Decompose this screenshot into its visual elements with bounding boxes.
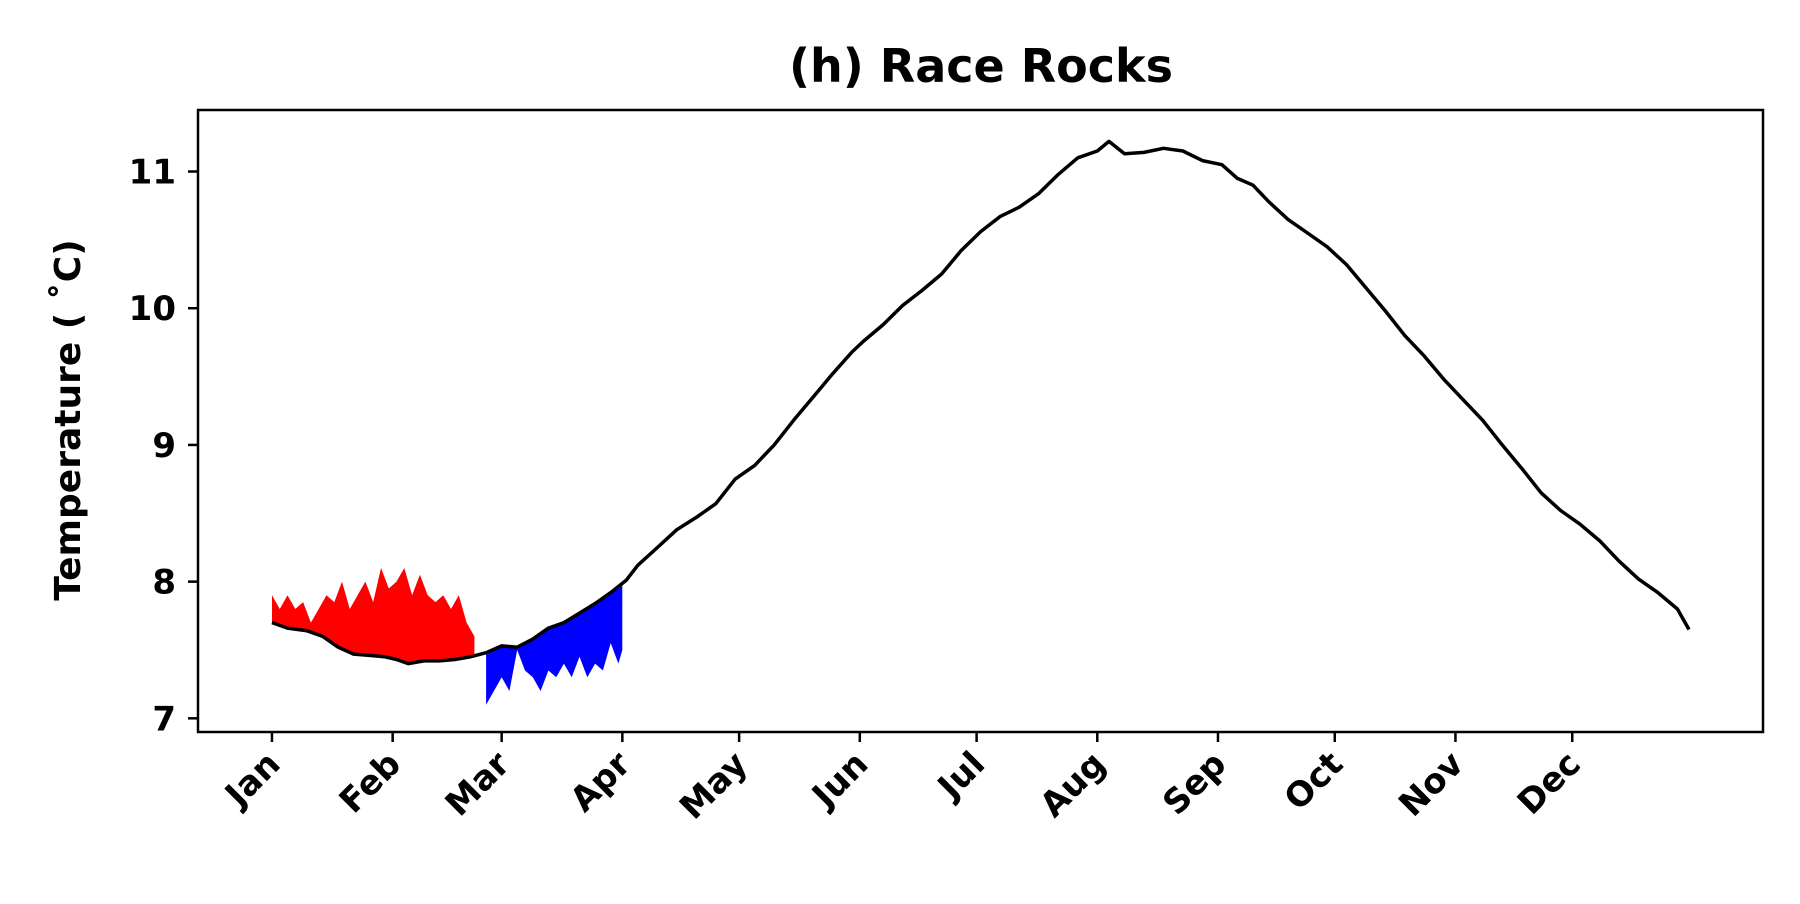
y-tick-label: 7: [152, 699, 176, 739]
y-tick-label: 9: [152, 426, 176, 466]
chart-title: (h) Race Rocks: [789, 39, 1173, 93]
x-tick-label: Nov: [1391, 744, 1472, 825]
cold-anomaly-area: [486, 583, 623, 705]
x-tick-label: Jun: [803, 744, 876, 817]
x-tick-label: May: [672, 744, 755, 827]
warm-anomaly-area: [272, 568, 475, 663]
plot-frame: [196, 108, 1765, 734]
x-tick-label: Oct: [1277, 744, 1351, 818]
plot-area: [271, 139, 1691, 705]
y-tick-label: 10: [129, 289, 176, 329]
x-tick-label: Feb: [332, 744, 409, 821]
temperature-line: [271, 139, 1691, 666]
y-axis-label: Temperature ( ˚C): [48, 239, 89, 600]
x-tick-label: Jan: [216, 744, 288, 816]
x-tick-label: Aug: [1032, 744, 1113, 825]
y-tick-label: 11: [129, 153, 176, 193]
x-tick-label: Sep: [1155, 744, 1234, 823]
x-tick-label: Jul: [929, 744, 993, 808]
x-tick-label: Dec: [1510, 744, 1589, 823]
axes: 7 8 9 10 11 Jan Feb Mar Apr May Jun Jul Aug Sep Oct Nov…: [129, 153, 1589, 828]
y-tick-label: 8: [152, 563, 176, 603]
x-tick-label: Mar: [438, 744, 518, 824]
x-tick-label: Apr: [563, 744, 639, 820]
